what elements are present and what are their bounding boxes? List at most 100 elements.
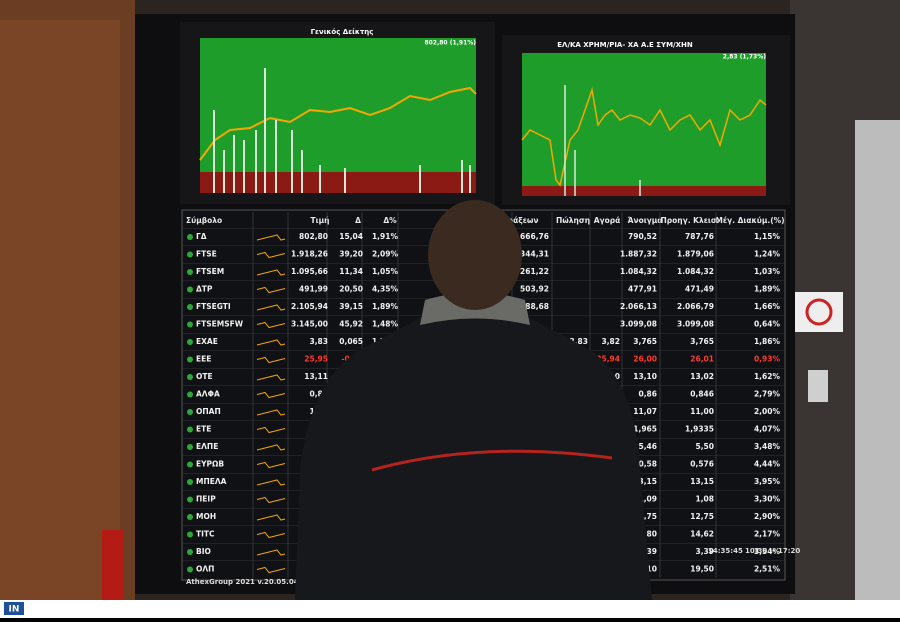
table-cell: 20,50 bbox=[339, 285, 363, 294]
row-icon bbox=[187, 479, 193, 485]
table-cell: 2,00% bbox=[754, 407, 781, 416]
table-cell: 5,50 bbox=[695, 442, 714, 451]
extinguisher bbox=[102, 530, 124, 600]
table-cell: ΑΛΦΑ bbox=[196, 390, 220, 399]
table-cell: 0,93% bbox=[754, 355, 781, 364]
sparkline bbox=[256, 304, 286, 311]
table-cell: 11,34 bbox=[339, 267, 363, 276]
header-cell: Σύμβολο bbox=[186, 216, 222, 225]
row-icon bbox=[187, 461, 193, 468]
left-chart-volume-band bbox=[200, 172, 476, 193]
table-cell: 1,91% bbox=[372, 232, 399, 241]
sparkline bbox=[256, 496, 286, 504]
door-frame bbox=[855, 120, 900, 600]
wood-panel-inner bbox=[0, 20, 120, 600]
table-cell: 2.066,79 bbox=[677, 302, 714, 311]
table-cell: 13,10 bbox=[633, 372, 657, 381]
table-cell: ΒΙΟ bbox=[196, 547, 211, 556]
table-cell: 3.099,08 bbox=[677, 320, 714, 329]
table-cell: 1.879,06 bbox=[677, 250, 714, 259]
row-icon bbox=[187, 286, 193, 293]
footer-session: 10:30 → 17:20 bbox=[745, 547, 800, 555]
row-icon bbox=[187, 409, 193, 415]
table-cell: 3,83 bbox=[309, 337, 328, 346]
sparkline bbox=[256, 514, 286, 521]
table-cell: ΟΤΕ bbox=[196, 372, 213, 381]
row-icon bbox=[187, 566, 193, 573]
table-cell: 471,49 bbox=[685, 285, 714, 294]
table-cell: 3,54% bbox=[754, 547, 781, 556]
footer-clock: 14:35:45 bbox=[708, 547, 743, 555]
table-cell: 25,94 bbox=[596, 355, 620, 364]
table-cell: 3,82 bbox=[601, 337, 620, 346]
table-cell: 1,62% bbox=[754, 372, 781, 381]
person bbox=[295, 200, 652, 600]
table-cell: 4,07% bbox=[754, 425, 781, 434]
sparkline bbox=[256, 391, 286, 399]
table-cell: 1,66% bbox=[754, 302, 781, 311]
table-cell: 1.084,32 bbox=[677, 267, 714, 276]
table-cell: 787,76 bbox=[685, 232, 714, 241]
table-cell: 1.084,32 bbox=[620, 267, 657, 276]
left-chart-value: 802,80 (1,91%) bbox=[424, 40, 476, 47]
row-icon bbox=[187, 339, 193, 345]
left-chart-line bbox=[199, 86, 477, 161]
table-cell: 1,48% bbox=[372, 320, 399, 329]
table-cell: 11,00 bbox=[690, 407, 714, 416]
table-cell: 2,79% bbox=[754, 390, 781, 399]
table-cell: 0,846 bbox=[690, 390, 714, 399]
table-cell: FTSEMSFW bbox=[196, 320, 244, 329]
table-cell: 1,03% bbox=[754, 267, 781, 276]
table-cell: 491,99 bbox=[299, 285, 328, 294]
table-cell: 0,64% bbox=[754, 320, 781, 329]
sparkline bbox=[256, 251, 286, 259]
table-cell: 2.105,94 bbox=[291, 302, 328, 311]
sign bbox=[795, 292, 843, 332]
header-cell: Άνοιγμα bbox=[628, 216, 663, 225]
table-cell: 2.066,13 bbox=[620, 302, 657, 311]
right-chart-plot bbox=[522, 53, 766, 196]
table-cell: 3,95% bbox=[754, 477, 781, 486]
table-cell: 2,51% bbox=[754, 565, 781, 574]
table-cell: 13,11 bbox=[304, 372, 328, 381]
table-cell: ΜΟΗ bbox=[196, 512, 216, 521]
table-cell: 1,965 bbox=[633, 425, 657, 434]
table-cell: 261,22 bbox=[520, 267, 549, 276]
header-cell: Πώληση bbox=[556, 216, 590, 225]
row-icon bbox=[187, 269, 193, 275]
table-cell: 1,09 bbox=[638, 495, 657, 504]
table-cell: 4,35% bbox=[372, 285, 399, 294]
sparkline bbox=[256, 409, 286, 416]
table-cell: 0,065 bbox=[339, 337, 363, 346]
table-cell: ΕΕΕ bbox=[196, 355, 211, 364]
table-cell: ΔΤΡ bbox=[196, 285, 213, 294]
table-cell: EXAE bbox=[196, 337, 218, 346]
table-cell: 15,04 bbox=[339, 232, 363, 241]
table-cell: 1.887,32 bbox=[620, 250, 657, 259]
head bbox=[428, 200, 522, 310]
table-cell: 1,08 bbox=[695, 495, 714, 504]
right-chart-bars bbox=[564, 85, 641, 196]
header-cell: Τιμή bbox=[311, 216, 330, 225]
table-cell: 503,92 bbox=[520, 285, 549, 294]
left-chart-bars bbox=[213, 68, 471, 193]
sparkline bbox=[256, 549, 286, 556]
table-cell: 5,46 bbox=[638, 442, 657, 451]
table-cell: 1.095,66 bbox=[291, 267, 328, 276]
table-cell: 1.918,26 bbox=[291, 250, 328, 259]
sparkline bbox=[256, 356, 286, 364]
table-cell: 39,20 bbox=[339, 250, 363, 259]
table-cell: 3,83 bbox=[569, 337, 588, 346]
sparkline bbox=[256, 461, 286, 469]
watermark-text: IN bbox=[9, 605, 20, 615]
row-icon bbox=[187, 426, 193, 433]
watermark-bar bbox=[0, 600, 900, 618]
table-cell: 0,576 bbox=[690, 460, 714, 469]
table-cell: 0,58 bbox=[638, 460, 657, 469]
table-cell: ΤΙΤC bbox=[196, 530, 215, 539]
row-icon bbox=[187, 496, 193, 503]
header-cell: Δ% bbox=[383, 216, 397, 225]
jacket-stripe bbox=[371, 449, 613, 472]
sparkline bbox=[256, 479, 286, 486]
